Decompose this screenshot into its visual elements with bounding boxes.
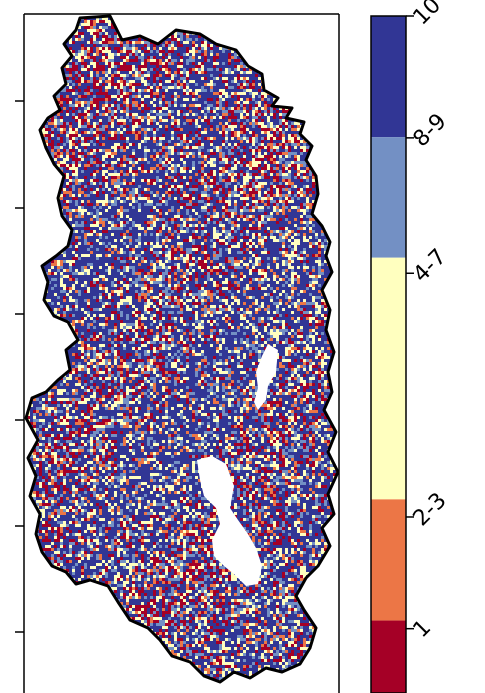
classified-raster [26, 16, 338, 682]
colorbar-tick-label: 10 [409, 0, 446, 30]
colorbar-tick-label: 1 [409, 615, 437, 643]
region-outline [24, 14, 340, 684]
colorbar-legend: 10 8-9 4-7 2-3 1 [371, 0, 452, 693]
colorbar-swatch [371, 16, 406, 138]
colorbar-swatch [371, 137, 406, 258]
colorbar-tick-label: 4-7 [409, 244, 452, 287]
colorbar-frame [370, 15, 407, 693]
colorbar-tick-label: 2-3 [409, 488, 452, 531]
colorbar-swatch [371, 620, 406, 693]
no-data-area [197, 456, 262, 586]
colorbar-tick-label: 8-9 [409, 109, 452, 152]
axes-frame [15, 13, 340, 693]
no-data-areas [197, 344, 278, 586]
no-data-area [254, 344, 278, 410]
colorbar-swatch [371, 257, 406, 500]
colorbar-swatch [371, 499, 406, 621]
